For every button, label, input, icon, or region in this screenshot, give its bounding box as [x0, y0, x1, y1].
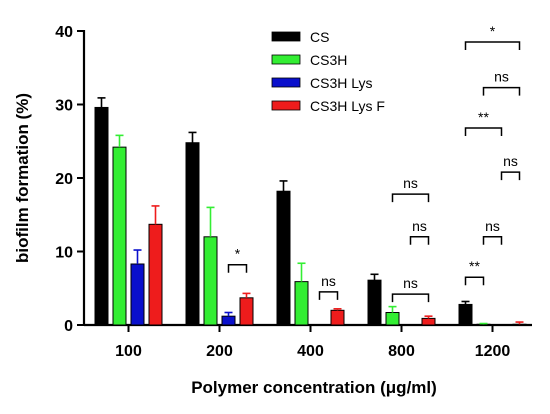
significance-label: *	[490, 23, 496, 39]
bar	[421, 317, 436, 326]
significance-label: ns	[412, 218, 427, 234]
significance-label: **	[478, 109, 489, 125]
legend-swatch	[271, 100, 301, 111]
significance-label: **	[469, 258, 480, 274]
significance-bracket	[464, 41, 521, 51]
significance-bracket	[391, 193, 430, 203]
significance-bracket	[464, 127, 503, 137]
x-tick-label: 200	[206, 343, 233, 360]
y-tick-label: 20	[55, 171, 73, 188]
bar	[476, 323, 491, 326]
significance-label: ns	[494, 69, 509, 85]
y-tick-label: 40	[55, 24, 73, 41]
significance-bracket	[464, 276, 485, 286]
bar	[148, 223, 163, 326]
x-tick-label: 800	[388, 343, 415, 360]
significance-label: ns	[503, 153, 518, 169]
bar	[185, 142, 200, 326]
legend-label: CS3H Lys	[310, 75, 373, 91]
bar	[385, 312, 400, 326]
significance-label: ns	[403, 275, 418, 291]
significance-label: ns	[485, 218, 500, 234]
significance-bracket	[227, 263, 248, 273]
legend-label: CS	[310, 29, 329, 45]
significance-bracket	[500, 171, 521, 181]
bar	[367, 279, 382, 326]
bar	[276, 190, 291, 326]
bar	[294, 281, 309, 326]
bar	[458, 303, 473, 326]
bar	[94, 106, 109, 326]
significance-bracket	[391, 293, 430, 303]
bar	[203, 236, 218, 326]
y-axis-label: biofilm formation (%)	[13, 93, 32, 263]
bar	[512, 323, 527, 326]
significance-bracket	[482, 86, 521, 96]
significance-label: ns	[321, 273, 336, 289]
significance-label: ns	[403, 175, 418, 191]
legend-swatch	[271, 77, 301, 88]
x-axis-label: Polymer concentration (μg/ml)	[191, 378, 437, 397]
significance-label: *	[235, 246, 241, 262]
bar	[330, 309, 345, 326]
bar	[239, 297, 254, 326]
legend-label: CS3H	[310, 52, 347, 68]
legend-label: CS3H Lys F	[310, 98, 385, 114]
legend-swatch	[271, 31, 301, 42]
y-tick-label: 10	[55, 245, 73, 262]
bar	[130, 263, 145, 326]
x-tick-label: 100	[115, 343, 142, 360]
y-tick-label: 0	[64, 318, 73, 335]
significance-bracket	[482, 236, 503, 245]
significance-bracket	[318, 291, 339, 300]
x-tick-label: 400	[297, 343, 324, 360]
legend-swatch	[271, 54, 301, 65]
y-tick-label: 30	[55, 98, 73, 115]
x-tick-label: 1200	[475, 343, 511, 360]
bar	[112, 146, 127, 326]
significance-bracket	[409, 236, 430, 245]
bar	[221, 315, 236, 326]
